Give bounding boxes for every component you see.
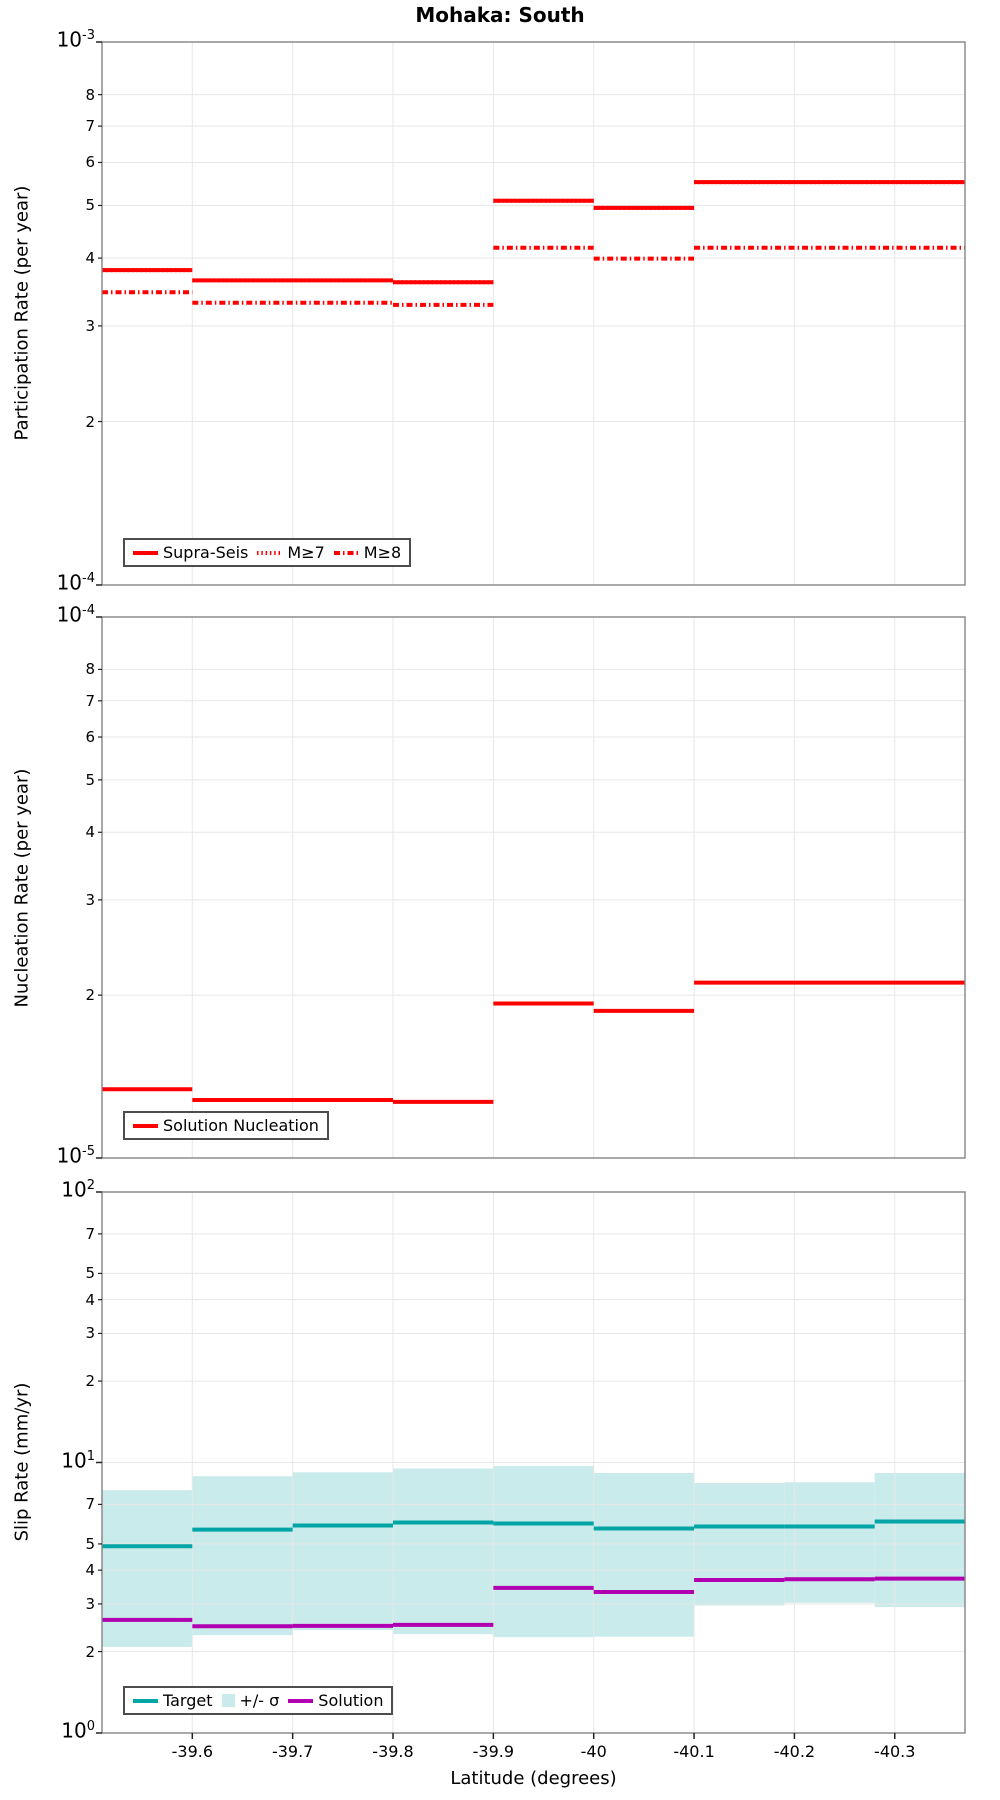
legend-nucleation: Solution Nucleation (123, 1111, 329, 1140)
legend-item-supra-seis: Supra-Seis (133, 543, 248, 562)
y-tick-label: 3 (85, 1324, 95, 1343)
y-tick-label: 6 (85, 728, 95, 747)
y-tick-label: 7 (85, 1224, 95, 1243)
sigma-band-segment (102, 1490, 193, 1647)
legend-swatch-m8 (333, 549, 359, 557)
y-tick-label: 3 (85, 1594, 95, 1613)
y-tick-label: 3 (85, 890, 95, 909)
sigma-band-segment (192, 1476, 293, 1636)
y-tick-label-major: 101 (61, 1448, 95, 1473)
legend-label-solution-nucleation: Solution Nucleation (163, 1116, 319, 1135)
y-tick-label-major: 100 (61, 1718, 95, 1743)
panel-border (101, 41, 966, 586)
x-tick-label: -39.6 (171, 1742, 214, 1761)
y-tick-label: 4 (85, 823, 95, 842)
legend-swatch-m7 (257, 549, 283, 557)
sigma-band-segment (493, 1466, 594, 1638)
legend-label-sigma-band: +/- σ (239, 1691, 280, 1710)
x-tick-label: -40.1 (673, 1742, 715, 1761)
y-axis-label-slip: Slip Rate (mm/yr) (11, 1382, 33, 1542)
sigma-band-segment (593, 1472, 695, 1637)
sigma-band-segment (292, 1472, 394, 1631)
y-tick-label: 8 (85, 85, 95, 104)
legend-label-supra-seis: Supra-Seis (163, 543, 249, 562)
y-tick-label: 5 (85, 196, 95, 215)
y-tick-label-major: 10-5 (56, 1143, 95, 1168)
y-tick-label: 5 (85, 770, 95, 789)
legend-label-m7: M≥7 (287, 543, 325, 562)
y-tick-label: 3 (85, 316, 95, 335)
y-tick-label-major: 102 (61, 1177, 95, 1202)
legend-swatch-supra-seis (133, 549, 158, 557)
legend-item-solution-nucleation: Solution Nucleation (133, 1116, 319, 1135)
y-tick-label: 7 (85, 1495, 95, 1514)
sigma-band-segment (874, 1472, 965, 1608)
y-axis-label-participation: Participation Rate (per year) (11, 185, 33, 441)
y-tick-label-major: 10-4 (56, 602, 95, 627)
legend-item-target: Target (133, 1691, 213, 1710)
legend-item-m7: M≥7 (257, 543, 325, 562)
y-tick-label-major: 10-3 (56, 27, 95, 52)
x-tick-label: -39.7 (271, 1742, 314, 1761)
x-tick-label: -39.9 (472, 1742, 515, 1761)
sigma-band-segment (393, 1468, 494, 1635)
chart-title: Mohaka: South (415, 3, 585, 27)
x-axis-label: Latitude (degrees) (450, 1768, 617, 1789)
y-tick-label: 4 (85, 249, 95, 268)
legend-swatch-sigma-band (221, 1694, 235, 1707)
y-tick-label: 2 (85, 412, 95, 431)
y-tick-label: 6 (85, 153, 95, 172)
legend-participation: Supra-Seis M≥7 M≥8 (123, 538, 412, 567)
x-tick-label: -40 (580, 1742, 607, 1761)
legend-item-solution: Solution (288, 1691, 383, 1710)
sigma-band-segment (784, 1482, 875, 1603)
x-tick-label: -39.8 (372, 1742, 414, 1761)
y-tick-label: 7 (85, 691, 95, 710)
legend-item-m8: M≥8 (333, 543, 402, 562)
legend-label-solution: Solution (318, 1691, 384, 1710)
legend-slip-rate: Target +/- σ Solution (123, 1686, 394, 1715)
legend-swatch-solution (288, 1697, 314, 1705)
x-tick-label: -40.2 (773, 1742, 816, 1761)
y-tick-label: 2 (85, 986, 95, 1005)
y-tick-label: 7 (85, 117, 95, 136)
y-axis-label-nucleation: Nucleation Rate (per year) (11, 768, 33, 1008)
legend-item-sigma-band: +/- σ (221, 1691, 280, 1710)
y-tick-label: 5 (85, 1534, 95, 1553)
y-tick-label: 8 (85, 660, 95, 679)
y-tick-label: 2 (85, 1642, 95, 1661)
legend-swatch-solution-nucleation (133, 1122, 158, 1130)
y-tick-label: 5 (85, 1264, 95, 1283)
x-tick-label: -40.3 (874, 1742, 916, 1761)
y-tick-label-major: 10-4 (56, 570, 95, 595)
y-tick-label: 4 (85, 1290, 95, 1309)
legend-label-m8: M≥8 (363, 543, 402, 562)
legend-swatch-target (133, 1697, 158, 1705)
legend-label-target: Target (163, 1691, 213, 1710)
panel-border (101, 616, 966, 1159)
y-tick-label: 2 (85, 1372, 95, 1391)
y-tick-label: 4 (85, 1561, 95, 1580)
